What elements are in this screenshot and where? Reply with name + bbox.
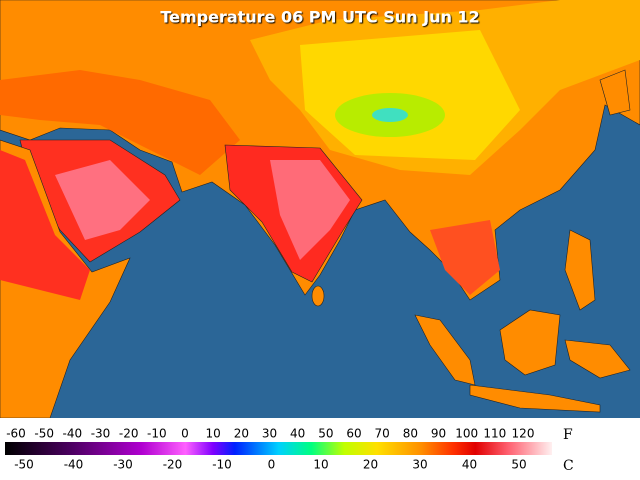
- celsius-label: 20: [363, 458, 378, 472]
- celsius-label: -50: [14, 458, 34, 472]
- fahrenheit-label: 30: [262, 427, 277, 441]
- fahrenheit-label: 110: [483, 427, 506, 441]
- celsius-label: -20: [163, 458, 183, 472]
- fahrenheit-label: 40: [290, 427, 305, 441]
- fahrenheit-label: 90: [431, 427, 446, 441]
- fahrenheit-label: 100: [455, 427, 478, 441]
- fahrenheit-label: -20: [119, 427, 139, 441]
- fahrenheit-label: 60: [346, 427, 361, 441]
- fahrenheit-unit: F: [563, 427, 573, 443]
- celsius-label: -30: [113, 458, 133, 472]
- fahrenheit-label: 80: [403, 427, 418, 441]
- fahrenheit-label: 120: [512, 427, 535, 441]
- scale-labels: -60 -50 -40 -30 -20 -10 0 10 20 30 40 50 60 70 80 90 100…: [6, 427, 534, 472]
- fahrenheit-label: 70: [375, 427, 390, 441]
- fahrenheit-label: -60: [6, 427, 26, 441]
- celsius-label: -40: [64, 458, 84, 472]
- celsius-label: 10: [313, 458, 328, 472]
- celsius-label: -10: [212, 458, 232, 472]
- fahrenheit-label: 50: [318, 427, 333, 441]
- celsius-unit: C: [563, 458, 574, 474]
- map-title: Temperature 06 PM UTC Sun Jun 12: [160, 8, 479, 27]
- fahrenheit-label: -10: [147, 427, 167, 441]
- fahrenheit-label: -30: [91, 427, 111, 441]
- fahrenheit-label: 0: [181, 427, 189, 441]
- celsius-label: 0: [268, 458, 276, 472]
- celsius-label: 40: [462, 458, 477, 472]
- fahrenheit-label: 10: [206, 427, 221, 441]
- fahrenheit-label: -40: [63, 427, 83, 441]
- fahrenheit-label: -50: [34, 427, 54, 441]
- celsius-label: 30: [412, 458, 427, 472]
- celsius-label: 50: [511, 458, 526, 472]
- map: [0, 0, 640, 419]
- color-scale: [5, 442, 552, 455]
- fahrenheit-label: 20: [234, 427, 249, 441]
